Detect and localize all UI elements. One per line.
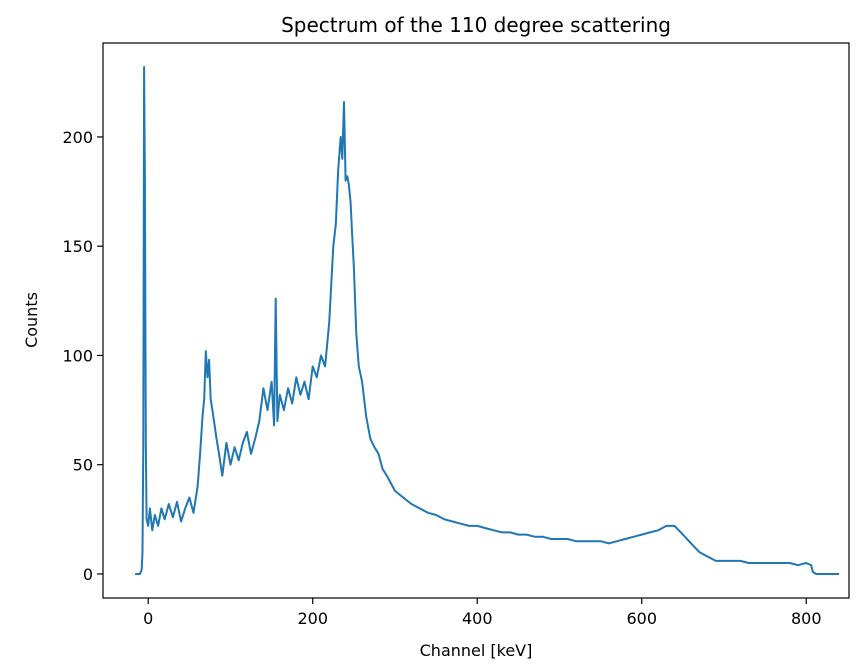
x-tick-label: 800 — [791, 609, 822, 628]
chart-title: Spectrum of the 110 degree scattering — [281, 13, 671, 37]
y-axis-label: Counts — [22, 292, 41, 348]
y-tick-label: 100 — [62, 346, 93, 365]
plot-area — [135, 66, 840, 575]
x-tick-label: 400 — [462, 609, 493, 628]
x-tick-label: 0 — [143, 609, 153, 628]
y-tick-label: 50 — [73, 456, 93, 475]
y-tick-label: 150 — [62, 237, 93, 256]
x-axis-label: Channel [keV] — [420, 641, 533, 660]
y-tick-label: 200 — [62, 128, 93, 147]
y-axis: 0 50 100 150 200 — [62, 128, 103, 584]
x-axis: 0 200 400 600 800 — [143, 598, 822, 628]
x-tick-label: 600 — [626, 609, 657, 628]
x-tick-label: 200 — [297, 609, 328, 628]
plot-frame — [102, 42, 850, 599]
y-tick-label: 0 — [83, 565, 93, 584]
series-line-0 — [135, 66, 840, 575]
